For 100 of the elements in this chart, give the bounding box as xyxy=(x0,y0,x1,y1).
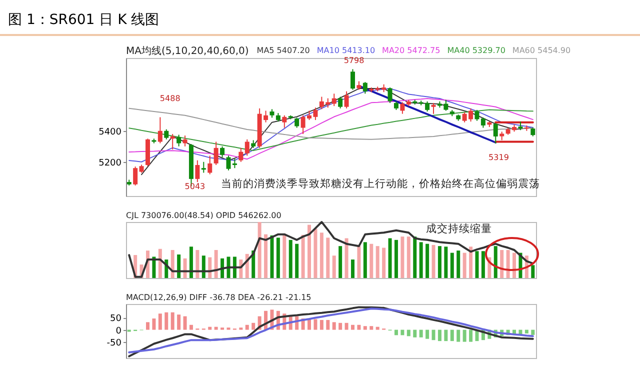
candlestick xyxy=(388,86,392,104)
bar xyxy=(202,256,206,278)
candlestick xyxy=(158,116,162,144)
candlestick xyxy=(493,122,498,144)
bar xyxy=(164,312,168,330)
candlestick xyxy=(362,82,368,94)
bar xyxy=(456,330,460,342)
bar xyxy=(494,246,498,278)
candlestick xyxy=(244,138,250,156)
bar xyxy=(438,246,442,278)
candlestick xyxy=(431,102,436,114)
text: CJL 730076.00(48.54) OPID 546262.00 xyxy=(126,211,282,220)
bar xyxy=(288,240,292,278)
bar xyxy=(344,322,348,330)
y-tick-label: 50 xyxy=(110,314,122,324)
bar xyxy=(531,330,535,335)
bar xyxy=(426,330,430,339)
bar xyxy=(506,250,510,278)
bar xyxy=(462,252,466,278)
bar xyxy=(152,256,156,278)
bar xyxy=(264,234,268,278)
text: MA均线(5,10,20,40,60,0) xyxy=(126,45,249,57)
bar xyxy=(314,319,318,330)
bar xyxy=(413,330,417,338)
candlestick xyxy=(164,128,169,140)
bar xyxy=(456,250,460,278)
y-tick-label: -50 xyxy=(106,338,122,349)
bar xyxy=(524,330,528,334)
bar xyxy=(394,330,398,336)
bar xyxy=(400,236,404,278)
bar xyxy=(432,330,436,340)
bar xyxy=(400,330,404,336)
bar xyxy=(170,250,174,278)
bar xyxy=(320,320,324,330)
candlestick xyxy=(195,160,200,183)
bar xyxy=(177,314,181,330)
bar xyxy=(357,246,361,278)
y-tick-label: 0 xyxy=(116,326,122,336)
bar xyxy=(270,235,274,278)
bar xyxy=(419,330,423,338)
bar xyxy=(350,324,354,330)
bar xyxy=(301,234,305,278)
bar xyxy=(214,250,218,278)
y-tick-label: 5200 xyxy=(98,158,122,168)
bar xyxy=(344,238,348,278)
bar xyxy=(512,252,516,278)
bar xyxy=(419,242,423,278)
bar xyxy=(444,246,448,278)
bar xyxy=(183,316,187,330)
bar xyxy=(245,324,249,330)
bar xyxy=(406,330,410,336)
line-series xyxy=(128,108,534,140)
bar xyxy=(208,326,212,330)
bar xyxy=(500,250,504,278)
annotation: 当前的消费淡季导致郑糖没有上行动能，价格始终在高位偏弱震荡 xyxy=(221,177,540,190)
annotation: 5488 xyxy=(160,94,180,103)
bar xyxy=(308,224,312,278)
bar xyxy=(282,234,286,278)
bar xyxy=(152,318,156,330)
bar xyxy=(276,238,280,278)
bar xyxy=(450,252,454,278)
candlestick xyxy=(400,102,405,114)
bar xyxy=(338,322,342,330)
bar xyxy=(226,256,230,278)
bar xyxy=(295,244,299,278)
y-tick-label: 5400 xyxy=(98,127,122,138)
candlestick xyxy=(238,147,244,162)
candlestick xyxy=(214,141,218,166)
bar xyxy=(438,330,442,342)
bar xyxy=(326,238,330,278)
bar xyxy=(481,251,485,278)
bar xyxy=(531,265,535,278)
bar xyxy=(196,250,200,278)
candlestick xyxy=(350,68,355,90)
bar xyxy=(177,254,181,278)
bar xyxy=(363,326,367,330)
bar xyxy=(338,246,342,278)
bar xyxy=(363,242,367,278)
bar xyxy=(189,246,193,278)
bar xyxy=(450,330,454,342)
annotation: 5319 xyxy=(488,153,509,162)
bar xyxy=(320,232,324,278)
bar xyxy=(332,256,336,278)
bar xyxy=(462,330,466,342)
bar xyxy=(469,246,473,278)
bar xyxy=(252,322,256,330)
bar xyxy=(314,228,318,278)
bar xyxy=(258,222,262,278)
bar xyxy=(469,330,473,342)
text: MA40 5329.70 xyxy=(447,46,506,55)
candlestick xyxy=(201,161,206,174)
bar xyxy=(376,246,380,278)
candlestick xyxy=(176,134,182,147)
bar xyxy=(332,322,336,330)
candlestick xyxy=(344,90,349,109)
bar xyxy=(382,248,386,278)
bar xyxy=(357,324,361,330)
bar xyxy=(146,322,150,330)
candlestick xyxy=(338,96,343,109)
text: MACD(12,26,9) DIFF -36.78 DEA -26.21 -21.15 xyxy=(126,293,312,302)
